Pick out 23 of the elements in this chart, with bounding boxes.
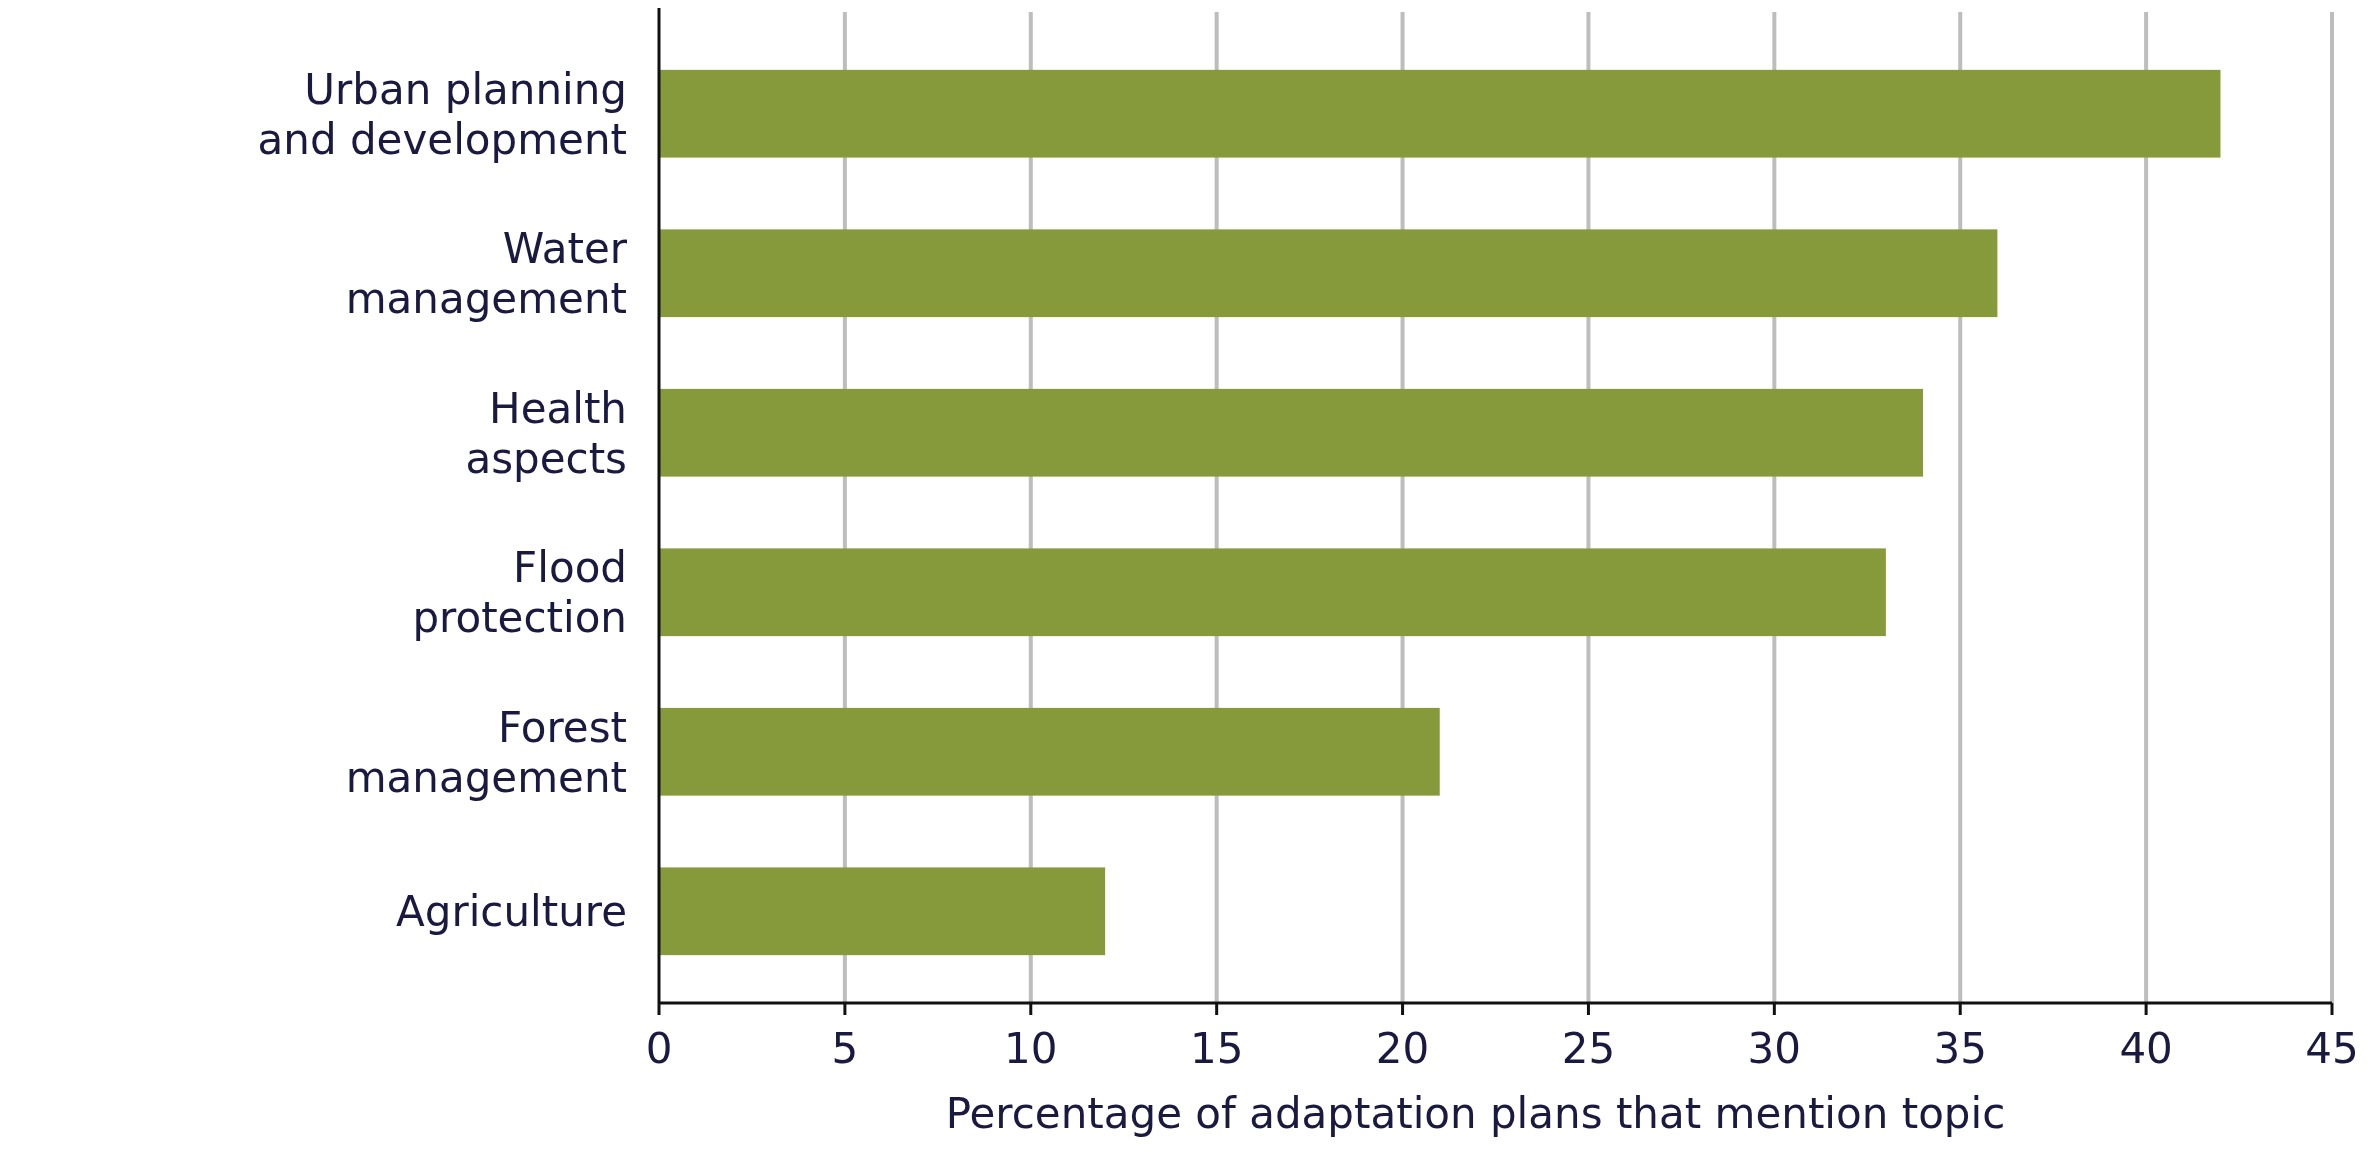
bar — [659, 707, 1440, 796]
bar — [659, 867, 1106, 956]
y-tick-label: Flood protection — [412, 543, 627, 643]
x-tick-label: 45 — [2305, 1024, 2359, 1073]
bar — [659, 229, 1998, 318]
x-tick-label: 10 — [1004, 1024, 1058, 1073]
x-tick-label: 30 — [1747, 1024, 1802, 1073]
x-axis-title: Percentage of adaptation plans that mention topic — [945, 1089, 2006, 1138]
bar — [659, 69, 2221, 158]
x-tick-label: 25 — [1561, 1024, 1616, 1073]
y-tick-label: Health aspects — [465, 383, 627, 483]
y-tick-label: Urban planning and development — [257, 64, 627, 164]
y-tick-label: Forest management — [345, 702, 627, 802]
x-tick-label: 20 — [1375, 1024, 1430, 1073]
y-tick-label: Water management — [345, 224, 628, 324]
x-tick-label: 15 — [1189, 1024, 1244, 1073]
bar — [659, 388, 1924, 477]
y-tick-label: Agriculture — [396, 887, 627, 937]
x-tick-label: 0 — [645, 1024, 673, 1073]
bar — [659, 548, 1886, 637]
x-tick-label: 40 — [2119, 1024, 2173, 1073]
x-tick-label: 5 — [831, 1024, 859, 1073]
x-tick-label: 35 — [1933, 1024, 1987, 1073]
